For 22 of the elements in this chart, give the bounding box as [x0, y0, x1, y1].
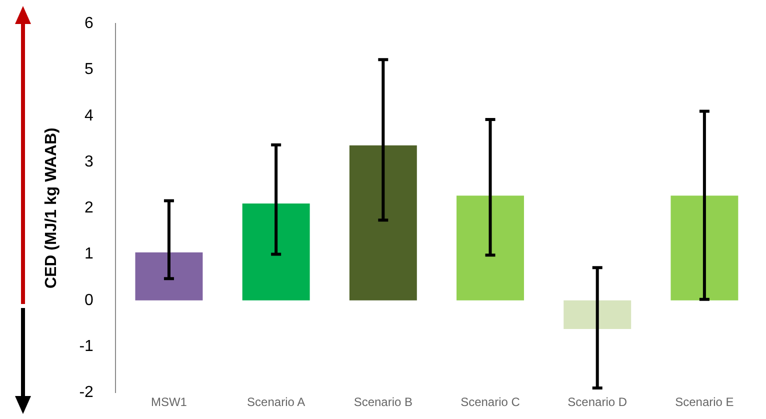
y-tick-label: 6 [84, 15, 94, 32]
bar [135, 252, 203, 300]
x-tick-label: MSW1 [150, 395, 188, 410]
y-tick-label: 4 [84, 107, 94, 124]
y-tick-label: 3 [84, 153, 94, 170]
bar [242, 203, 310, 300]
x-tick-label: Scenario A [247, 395, 306, 410]
x-tick-label: Scenario D [568, 395, 628, 410]
bar [456, 196, 524, 300]
y-tick-label: 0 [84, 292, 94, 309]
bar [670, 196, 738, 300]
y-tick-label: 5 [84, 61, 94, 78]
x-tick-label: Scenario E [675, 395, 734, 410]
y-tick-label: 1 [84, 246, 94, 263]
y-tick-label: 2 [84, 200, 94, 217]
bar [564, 300, 632, 329]
y-axis-title: CED (MJ/1 kg WAAB) [43, 128, 60, 289]
y-tick-label: -1 [79, 338, 94, 355]
y-tick-label: -2 [79, 384, 94, 402]
bar [349, 145, 417, 300]
x-tick-label: Scenario C [460, 395, 520, 410]
x-tick-label: Scenario B [354, 395, 413, 410]
